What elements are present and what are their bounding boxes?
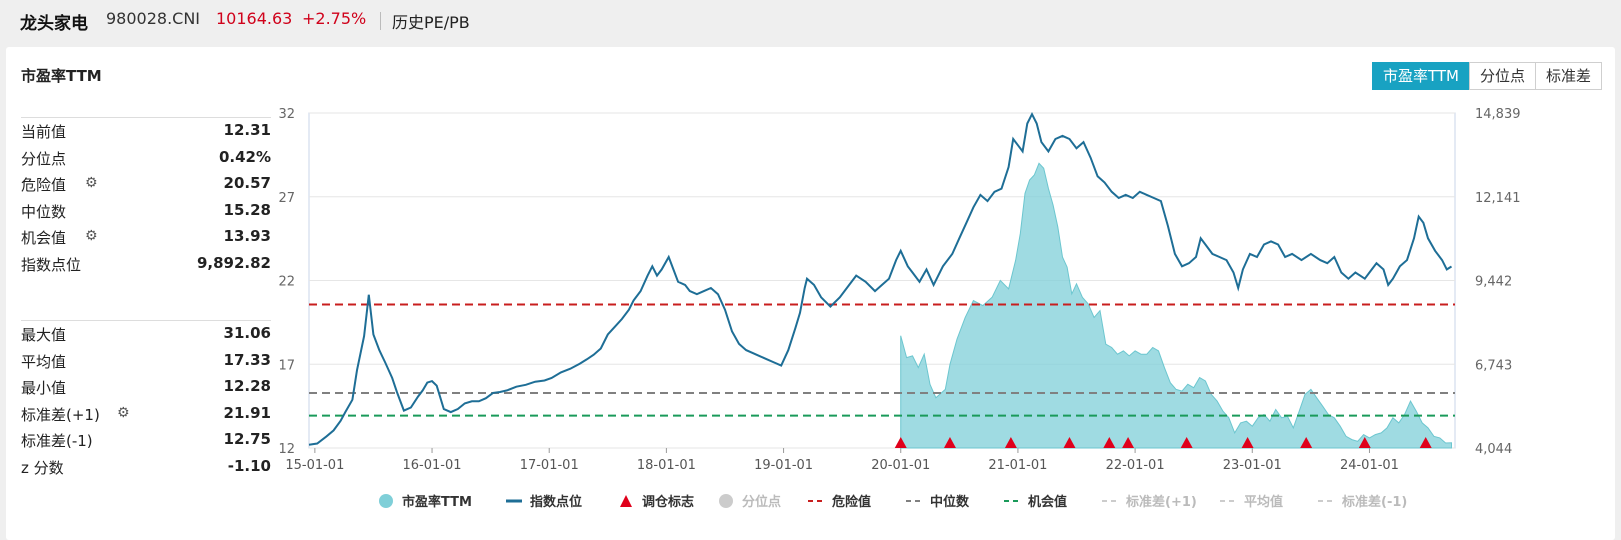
stat-row: 平均值 17.33 — [21, 348, 271, 375]
legend-item[interactable]: 危险值 — [832, 494, 871, 510]
stat-label: 指数点位 — [21, 255, 82, 274]
stat-value: 12.31 — [223, 121, 271, 139]
stat-label: z 分数 — [21, 458, 64, 477]
y-right-tick-label: 6,743 — [1475, 358, 1512, 373]
legend-item[interactable]: 标准差(-1) — [1341, 494, 1407, 510]
top-bar: 龙头家电 980028.CNI 10164.63 +2.75% 历史PE/PB — [0, 0, 1621, 44]
gear-icon[interactable]: ⚙ — [85, 175, 98, 192]
rebalance-marker — [1241, 437, 1254, 448]
x-tick-label: 17-01-01 — [520, 458, 579, 473]
pe-ttm-area — [900, 162, 1453, 449]
gear-icon[interactable]: ⚙ — [117, 404, 130, 421]
stat-row: 指数点位 9,892.82 — [21, 251, 271, 278]
stat-value: 0.42% — [218, 147, 271, 166]
x-tick-label: 22-01-01 — [1106, 458, 1165, 473]
stat-row: 机会值 ⚙ 13.93 — [21, 224, 271, 251]
legend-item[interactable]: 机会值 — [1028, 494, 1067, 510]
rebalance-marker — [1358, 437, 1371, 448]
stat-label: 机会值 — [21, 229, 67, 248]
stat-value: 15.28 — [223, 200, 271, 219]
legend-item[interactable]: 标准差(+1) — [1125, 494, 1197, 510]
summary-stats: 最大值 31.06 平均值 17.33 最小值 12.28 标准差(+1) ⚙ 21.91 标准差… — [21, 320, 271, 481]
metric-toggle-group: 市盈率TTM 分位点 标准差 — [1371, 62, 1602, 90]
y-right-tick-label: 12,141 — [1475, 191, 1521, 206]
stat-value: -1.10 — [227, 456, 271, 475]
x-tick-label: 18-01-01 — [637, 458, 696, 473]
index-line — [308, 111, 1453, 446]
pe-chart: 12 17 22 27 32 4,044 6,743 9,442 12,141 14,839 15-… — [278, 107, 1521, 510]
chart-card: 市盈率TTM 市盈率TTM 分位点 标准差 当前值 12.31 分位点 0.42% 危险… — [6, 47, 1615, 540]
rebalance-marker — [1004, 437, 1017, 448]
legend-item[interactable]: 调仓标志 — [642, 494, 694, 510]
x-tick-label: 23-01-01 — [1223, 458, 1282, 473]
rebalance-marker — [1300, 437, 1313, 448]
metric-button-stddev[interactable]: 标准差 — [1534, 62, 1602, 90]
x-tick-label: 15-01-01 — [285, 458, 344, 473]
index-name: 龙头家电 — [20, 14, 88, 34]
stat-value: 12.75 — [223, 430, 271, 449]
stat-label: 最小值 — [21, 379, 67, 398]
y-left-tick-label: 22 — [278, 275, 295, 290]
legend-symbol — [719, 494, 733, 508]
x-tick-label: 21-01-01 — [988, 458, 1047, 473]
x-tick-label: 16-01-01 — [403, 458, 462, 473]
stat-label: 危险值 — [21, 176, 67, 195]
stat-label: 最大值 — [21, 326, 67, 344]
stat-label: 标准差(-1) — [21, 432, 93, 451]
stat-row: 最小值 12.28 — [21, 374, 271, 401]
rebalance-marker — [1180, 437, 1193, 448]
stat-label: 当前值 — [21, 123, 67, 141]
index-change: +2.75% — [302, 9, 367, 28]
rebalance-marker — [1063, 437, 1076, 448]
stat-value: 17.33 — [223, 350, 271, 369]
y-right-tick-label: 9,442 — [1475, 275, 1512, 290]
stat-value: 12.28 — [223, 377, 271, 396]
stat-value: 20.57 — [223, 174, 271, 193]
divider — [380, 12, 381, 30]
legend-item[interactable]: 指数点位 — [530, 494, 582, 510]
x-tick-label: 19-01-01 — [754, 458, 813, 473]
stat-label: 平均值 — [21, 352, 67, 371]
current-stats: 当前值 12.31 分位点 0.42% 危险值 ⚙ 20.57 中位数 15.28 机会值 ⚙ 13.… — [21, 117, 271, 278]
stat-value: 9,892.82 — [196, 253, 271, 272]
x-tick-label: 20-01-01 — [871, 458, 930, 473]
stat-row: 中位数 15.28 — [21, 198, 271, 225]
gear-icon[interactable]: ⚙ — [85, 228, 98, 245]
y-right-tick-label: 4,044 — [1475, 442, 1512, 457]
stat-row: 分位点 0.42% — [21, 145, 271, 172]
stat-label: 分位点 — [21, 149, 67, 168]
rebalance-marker — [1122, 437, 1135, 448]
index-code: 980028.CNI — [106, 9, 201, 28]
y-right-tick-label: 14,839 — [1475, 107, 1521, 122]
legend-item[interactable]: 中位数 — [930, 494, 970, 510]
stat-row: 当前值 12.31 — [21, 118, 271, 145]
panel-title: 市盈率TTM — [21, 67, 102, 85]
stat-row: z 分数 -1.10 — [21, 454, 271, 481]
y-left-tick-label: 32 — [278, 107, 295, 122]
legend-item[interactable]: 平均值 — [1244, 494, 1283, 510]
tab-history-pe-pb[interactable]: 历史PE/PB — [392, 13, 470, 32]
y-left-tick-label: 27 — [278, 191, 295, 206]
stat-row: 危险值 ⚙ 20.57 — [21, 171, 271, 198]
y-left-tick-label: 17 — [278, 358, 295, 373]
stat-value: 13.93 — [223, 227, 271, 246]
legend-item[interactable]: 分位点 — [742, 494, 781, 510]
rebalance-marker — [1419, 437, 1432, 448]
stat-label: 标准差(+1) — [21, 405, 100, 424]
stat-row: 标准差(-1) 12.75 — [21, 427, 271, 454]
rebalance-marker — [894, 437, 907, 448]
rebalance-marker — [943, 437, 956, 448]
stat-label: 中位数 — [21, 202, 67, 221]
y-left-tick-label: 12 — [278, 442, 295, 457]
stat-value: 31.06 — [223, 324, 271, 342]
legend-item[interactable]: 市盈率TTM — [402, 494, 472, 510]
rebalance-marker — [1103, 437, 1116, 448]
stat-row: 最大值 31.06 — [21, 321, 271, 348]
x-tick-label: 24-01-01 — [1340, 458, 1399, 473]
stat-value: 21.91 — [223, 403, 271, 422]
legend-symbol — [379, 494, 393, 508]
legend-symbol — [620, 495, 632, 507]
stat-row: 标准差(+1) ⚙ 21.91 — [21, 401, 271, 428]
index-price: 10164.63 — [216, 9, 293, 28]
